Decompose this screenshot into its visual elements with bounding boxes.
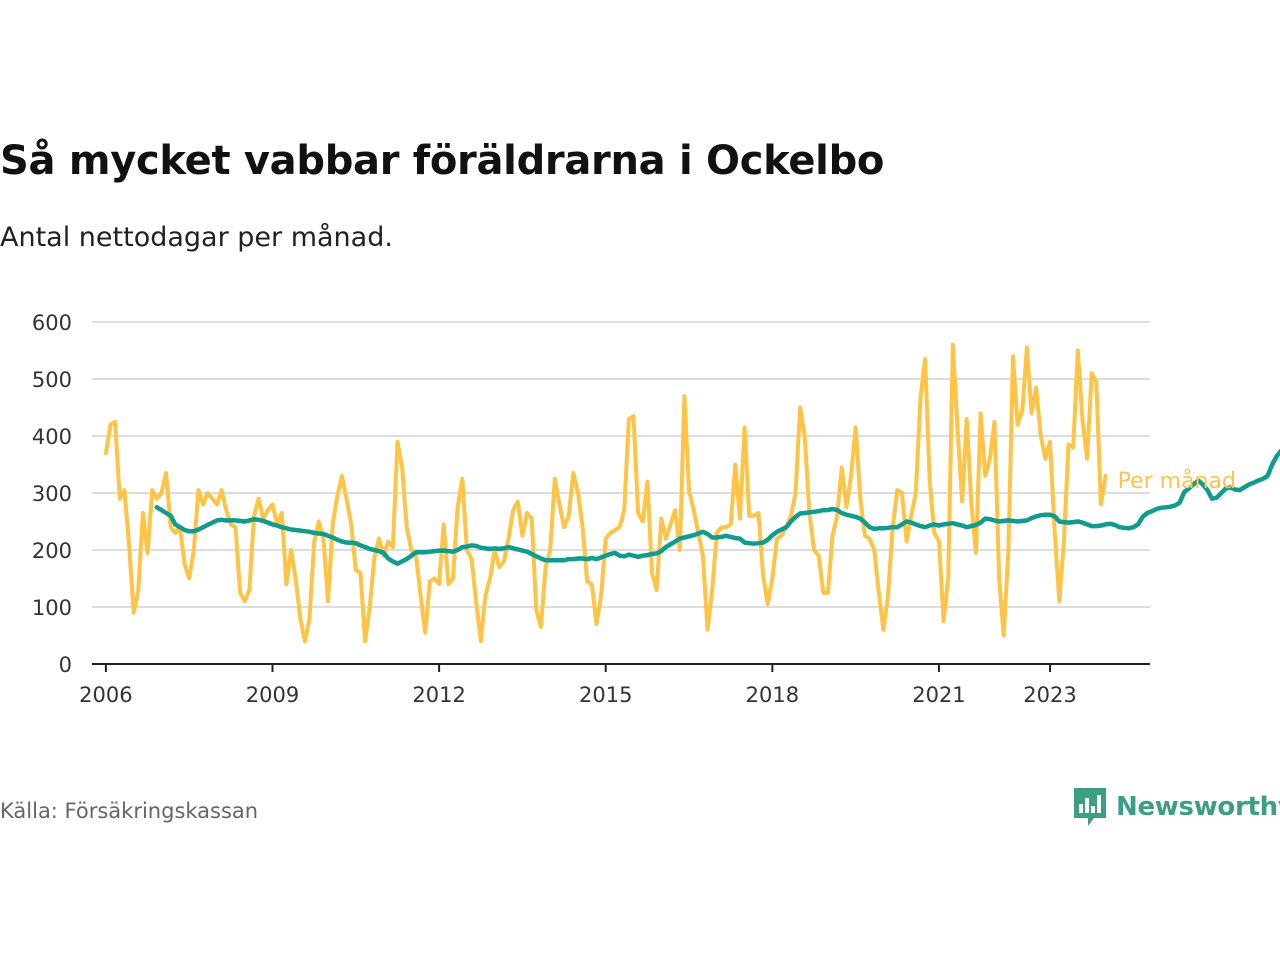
y-tick-label: 100 bbox=[32, 596, 72, 620]
y-tick-label: 500 bbox=[32, 368, 72, 392]
x-axis-ticks: 2006 2009 2012 2015 2018 2021 2023 bbox=[79, 664, 1077, 707]
source-note: Källa: Försäkringskassan bbox=[0, 799, 259, 823]
x-tick-label: 2021 bbox=[912, 683, 965, 707]
legend-label-0: Per månad bbox=[1118, 468, 1236, 494]
series-line-0 bbox=[103, 342, 1108, 644]
x-tick-label: 2023 bbox=[1023, 683, 1076, 707]
chart-subtitle: Antal nettodagar per månad. bbox=[0, 222, 393, 253]
x-tick-label: 2009 bbox=[246, 683, 299, 707]
x-tick-label: 2018 bbox=[746, 683, 799, 707]
legend: TrendPer månad bbox=[1118, 468, 1236, 494]
y-tick-label: 0 bbox=[59, 653, 72, 677]
y-tick-label: 600 bbox=[32, 311, 72, 335]
x-tick-label: 2015 bbox=[579, 683, 632, 707]
gridlines bbox=[92, 321, 1150, 608]
brand-logo[interactable]: Newsworthy bbox=[1072, 785, 1280, 829]
series-lines bbox=[103, 342, 1280, 644]
x-tick-label: 2012 bbox=[412, 683, 465, 707]
chart-title: Så mycket vabbar föräldrarna i Ockelbo bbox=[0, 138, 885, 184]
y-tick-label: 300 bbox=[32, 482, 72, 506]
y-tick-label: 400 bbox=[32, 425, 72, 449]
series-line-1 bbox=[154, 448, 1280, 566]
y-tick-label: 200 bbox=[32, 539, 72, 563]
y-axis-ticks: 0 100 200 300 400 500 600 bbox=[32, 311, 72, 677]
bar-chart-speech-bubble-icon bbox=[1074, 788, 1106, 826]
x-tick-label: 2006 bbox=[79, 683, 132, 707]
brand-name: Newsworthy bbox=[1116, 792, 1280, 822]
